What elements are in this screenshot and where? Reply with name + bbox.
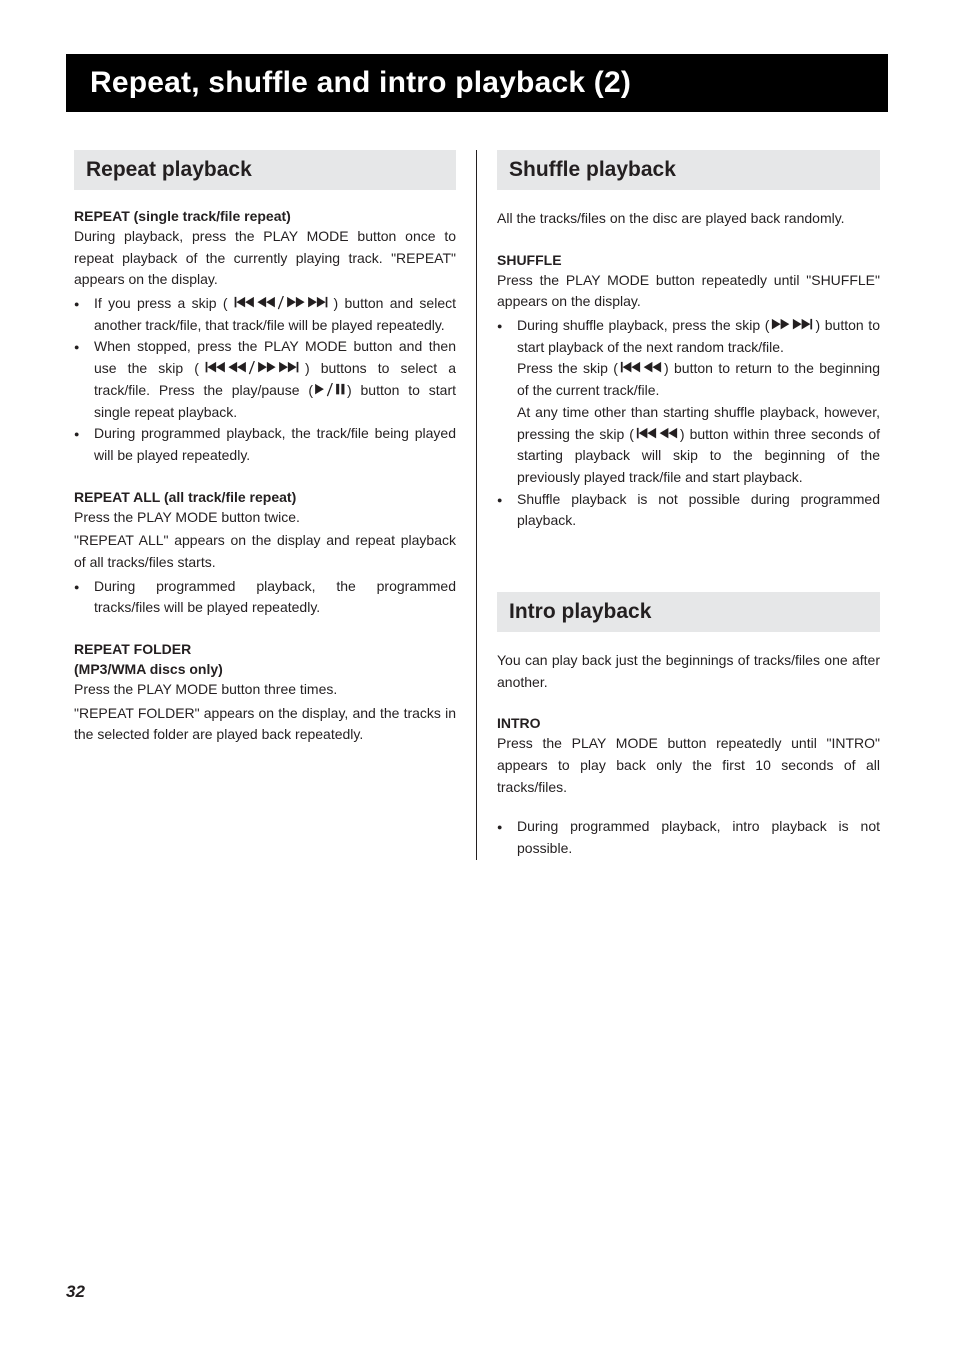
repeat-folder-subhead1: REPEAT FOLDER [74,641,456,657]
intro-bullets: During programmed playback, intro playba… [497,816,880,859]
shuffle-intro-p: All the tracks/files on the disc are pla… [497,208,880,230]
shuffle-heading: Shuffle playback [509,158,868,182]
repeat-single-b1: If you press a skip () button and select… [90,293,456,336]
content-columns: Repeat playback REPEAT (single track/fil… [66,150,888,860]
text-fragment: Press the skip ( [517,360,618,376]
intro-body0: You can play back just the beginnings of… [497,650,880,693]
repeat-heading: Repeat playback [86,158,444,182]
repeat-single-p1: During playback, press the PLAY MODE but… [74,226,456,291]
repeat-folder-p2: "REPEAT FOLDER" appears on the display, … [74,703,456,746]
intro-p0: You can play back just the beginnings of… [497,650,880,693]
repeat-heading-box: Repeat playback [74,150,456,190]
repeat-folder-body: Press the PLAY MODE button three times. … [74,679,456,746]
page-title-bar: Repeat, shuffle and intro playback (2) [66,54,888,112]
page-title: Repeat, shuffle and intro playback (2) [90,66,888,100]
text-fragment: During shuffle playback, press the skip … [517,317,769,333]
repeat-single-subhead: REPEAT (single track/file repeat) [74,208,456,224]
repeat-single-bullets: If you press a skip () button and select… [74,293,456,467]
manual-page: Repeat, shuffle and intro playback (2) R… [0,0,954,1348]
intro-heading-box: Intro playback [497,592,880,632]
page-number: 32 [66,1282,85,1302]
repeat-folder-p1: Press the PLAY MODE button three times. [74,679,456,701]
repeat-single-b2: When stopped, press the PLAY MODE button… [90,336,456,423]
shuffle-intro: All the tracks/files on the disc are pla… [497,208,880,230]
repeat-all-b1: During programmed playback, the programm… [90,576,456,619]
intro-subhead: INTRO [497,715,880,731]
text-fragment: If you press a skip ( [94,295,228,311]
intro-body1: Press the PLAY MODE button repeatedly un… [497,733,880,798]
play-pause-icon [313,383,347,397]
shuffle-b2: Shuffle playback is not possible during … [513,489,880,532]
repeat-folder-subhead2: (MP3/WMA discs only) [74,661,456,677]
skip-prev-next-icon [228,296,334,310]
repeat-single-b3: During programmed playback, the track/fi… [90,423,456,466]
skip-next-icon [769,318,815,332]
intro-heading: Intro playback [509,600,868,624]
skip-prev-icon [618,361,664,375]
shuffle-body: Press the PLAY MODE button repeatedly un… [497,270,880,313]
left-column: Repeat playback REPEAT (single track/fil… [66,150,477,860]
shuffle-heading-box: Shuffle playback [497,150,880,190]
intro-p1: Press the PLAY MODE button repeatedly un… [497,733,880,798]
repeat-single-body: During playback, press the PLAY MODE but… [74,226,456,291]
right-column: Shuffle playback All the tracks/files on… [477,150,888,860]
repeat-all-body: Press the PLAY MODE button twice. "REPEA… [74,507,456,574]
skip-prev-next-icon [199,361,305,375]
skip-prev-icon [634,427,680,441]
intro-b1: During programmed playback, intro playba… [513,816,880,859]
repeat-all-p1: Press the PLAY MODE button twice. [74,507,456,529]
repeat-all-p2: "REPEAT ALL" appears on the display and … [74,530,456,573]
repeat-all-subhead: REPEAT ALL (all track/file repeat) [74,489,456,505]
shuffle-subhead: SHUFFLE [497,252,880,268]
shuffle-b1: During shuffle playback, press the skip … [513,315,880,489]
shuffle-bullets: During shuffle playback, press the skip … [497,315,880,532]
repeat-all-bullets: During programmed playback, the programm… [74,576,456,619]
shuffle-p1: Press the PLAY MODE button repeatedly un… [497,270,880,313]
